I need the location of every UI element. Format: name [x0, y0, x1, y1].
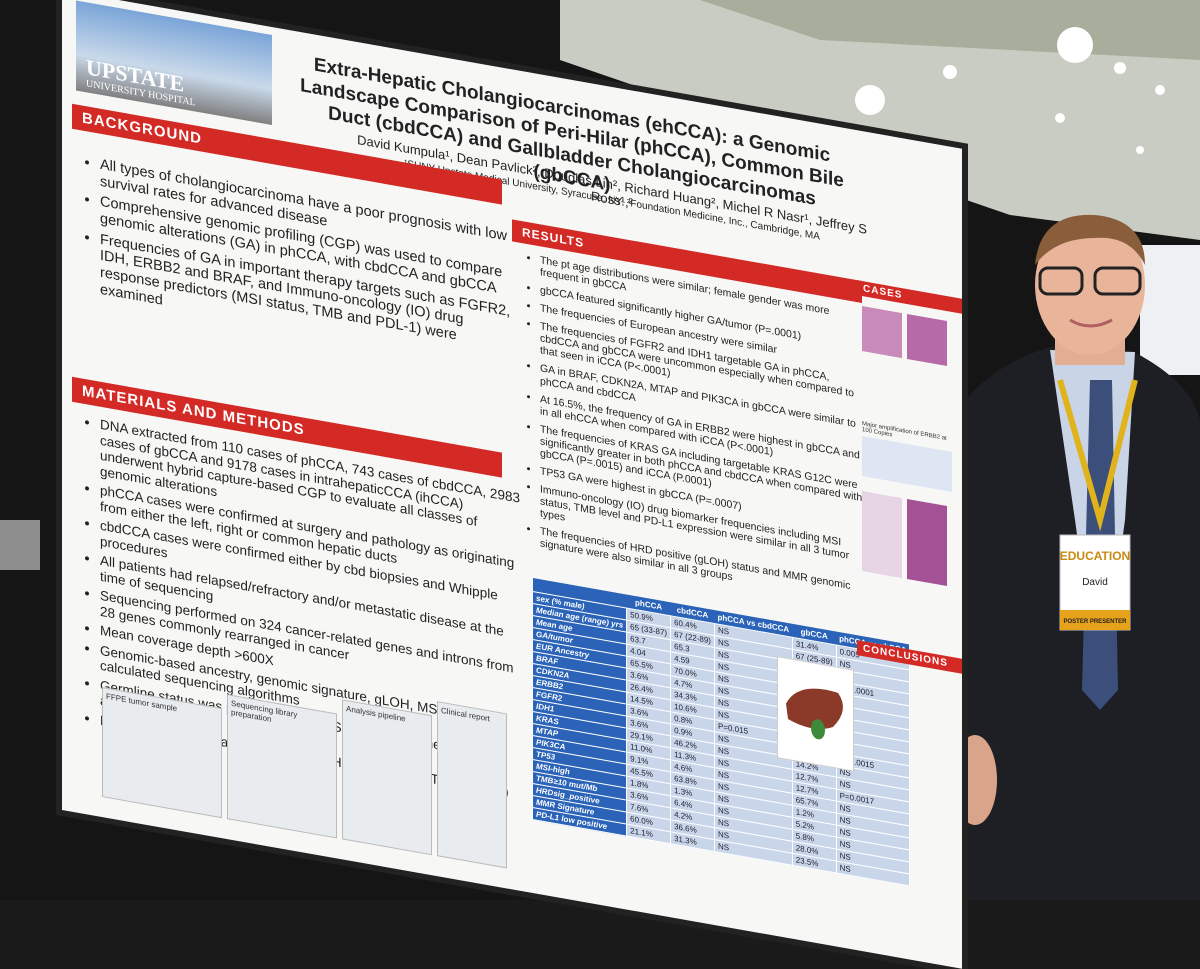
workflow-panel: Clinical report	[437, 701, 507, 869]
mouth	[1069, 318, 1113, 328]
histology-image	[862, 491, 902, 579]
liver-drawing	[786, 688, 843, 740]
gallbladder	[811, 719, 825, 740]
badge-event: EDUCATION	[1060, 549, 1130, 563]
hand	[953, 735, 997, 825]
workflow-panel: Sequencing library preparation	[227, 694, 337, 839]
arm	[1030, 700, 1080, 800]
badge-name: David	[1082, 577, 1108, 588]
page: EDUCATION David POSTER PRESENTER UPSTATE…	[0, 0, 1200, 900]
workflow-panel: FFPE tumor sample	[102, 687, 222, 819]
histology-image	[907, 313, 947, 367]
neighbor-poster	[1140, 245, 1200, 375]
liver-diagram	[777, 656, 854, 772]
lanyard	[1057, 379, 1138, 532]
hair	[1035, 214, 1145, 265]
ceiling-light	[855, 85, 885, 115]
poster: UPSTATE UNIVERSITY HOSPITAL Extra-Hepati…	[62, 0, 962, 969]
workflow-panel: Analysis pipeline	[342, 699, 432, 856]
ceiling-light	[1155, 85, 1165, 95]
ceiling-light	[1136, 146, 1144, 154]
ceiling-light	[1055, 113, 1065, 123]
cup	[0, 520, 40, 570]
badge-role: POSTER PRESENTER	[1063, 619, 1127, 625]
glasses	[1038, 266, 1084, 296]
glasses	[1093, 266, 1142, 296]
ceiling-light	[1114, 62, 1126, 74]
histology-image	[907, 498, 947, 587]
face	[1035, 215, 1145, 355]
ceiling	[560, 0, 1200, 240]
histology-image	[862, 306, 902, 359]
ceiling-light	[943, 65, 957, 79]
ceiling-light	[1057, 27, 1093, 63]
results-list: The pt age distributions were similar; f…	[522, 251, 870, 614]
badge-strip	[1060, 610, 1130, 630]
liver	[786, 688, 843, 729]
